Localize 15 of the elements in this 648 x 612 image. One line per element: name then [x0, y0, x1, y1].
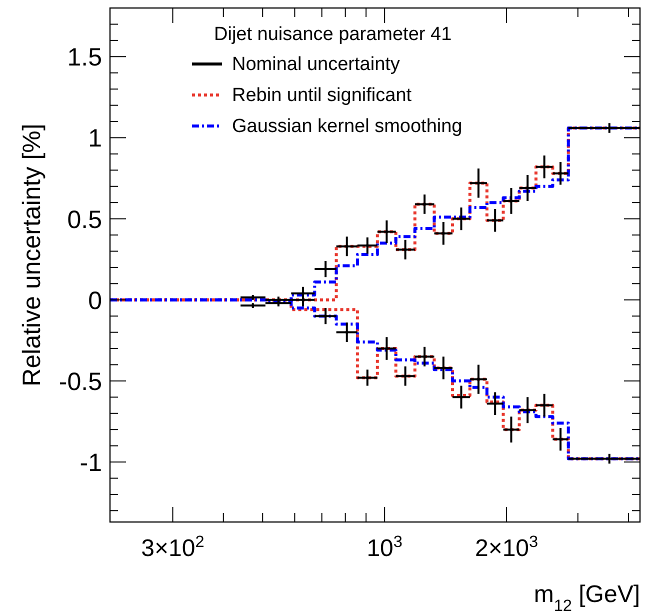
y-tick-label: 1 — [88, 124, 102, 153]
y-tick-label: -0.5 — [58, 368, 102, 396]
legend-label: Gaussian kernel smoothing — [232, 116, 462, 137]
x-axis-title: m$_{12}$ [GeV] — [534, 581, 640, 612]
y-tick-label: 1.5 — [67, 44, 102, 72]
y-tick-label: 0.5 — [67, 206, 102, 234]
legend-label: Nominal uncertainty — [232, 54, 400, 75]
x-tick-label: 2×10$^{3}$ — [474, 533, 538, 562]
x-tick-label: 3×10$^{2}$ — [141, 533, 204, 562]
y-tick-label: -1 — [80, 449, 102, 478]
legend-title: Dijet nuisance parameter 41 — [214, 24, 452, 45]
legend-label: Rebin until significant — [232, 85, 412, 106]
y-tick-label: 0 — [88, 286, 102, 315]
x-tick-label: 10$^{3}$ — [366, 533, 402, 562]
y-axis-title: Relative uncertainty [%] — [18, 124, 46, 386]
